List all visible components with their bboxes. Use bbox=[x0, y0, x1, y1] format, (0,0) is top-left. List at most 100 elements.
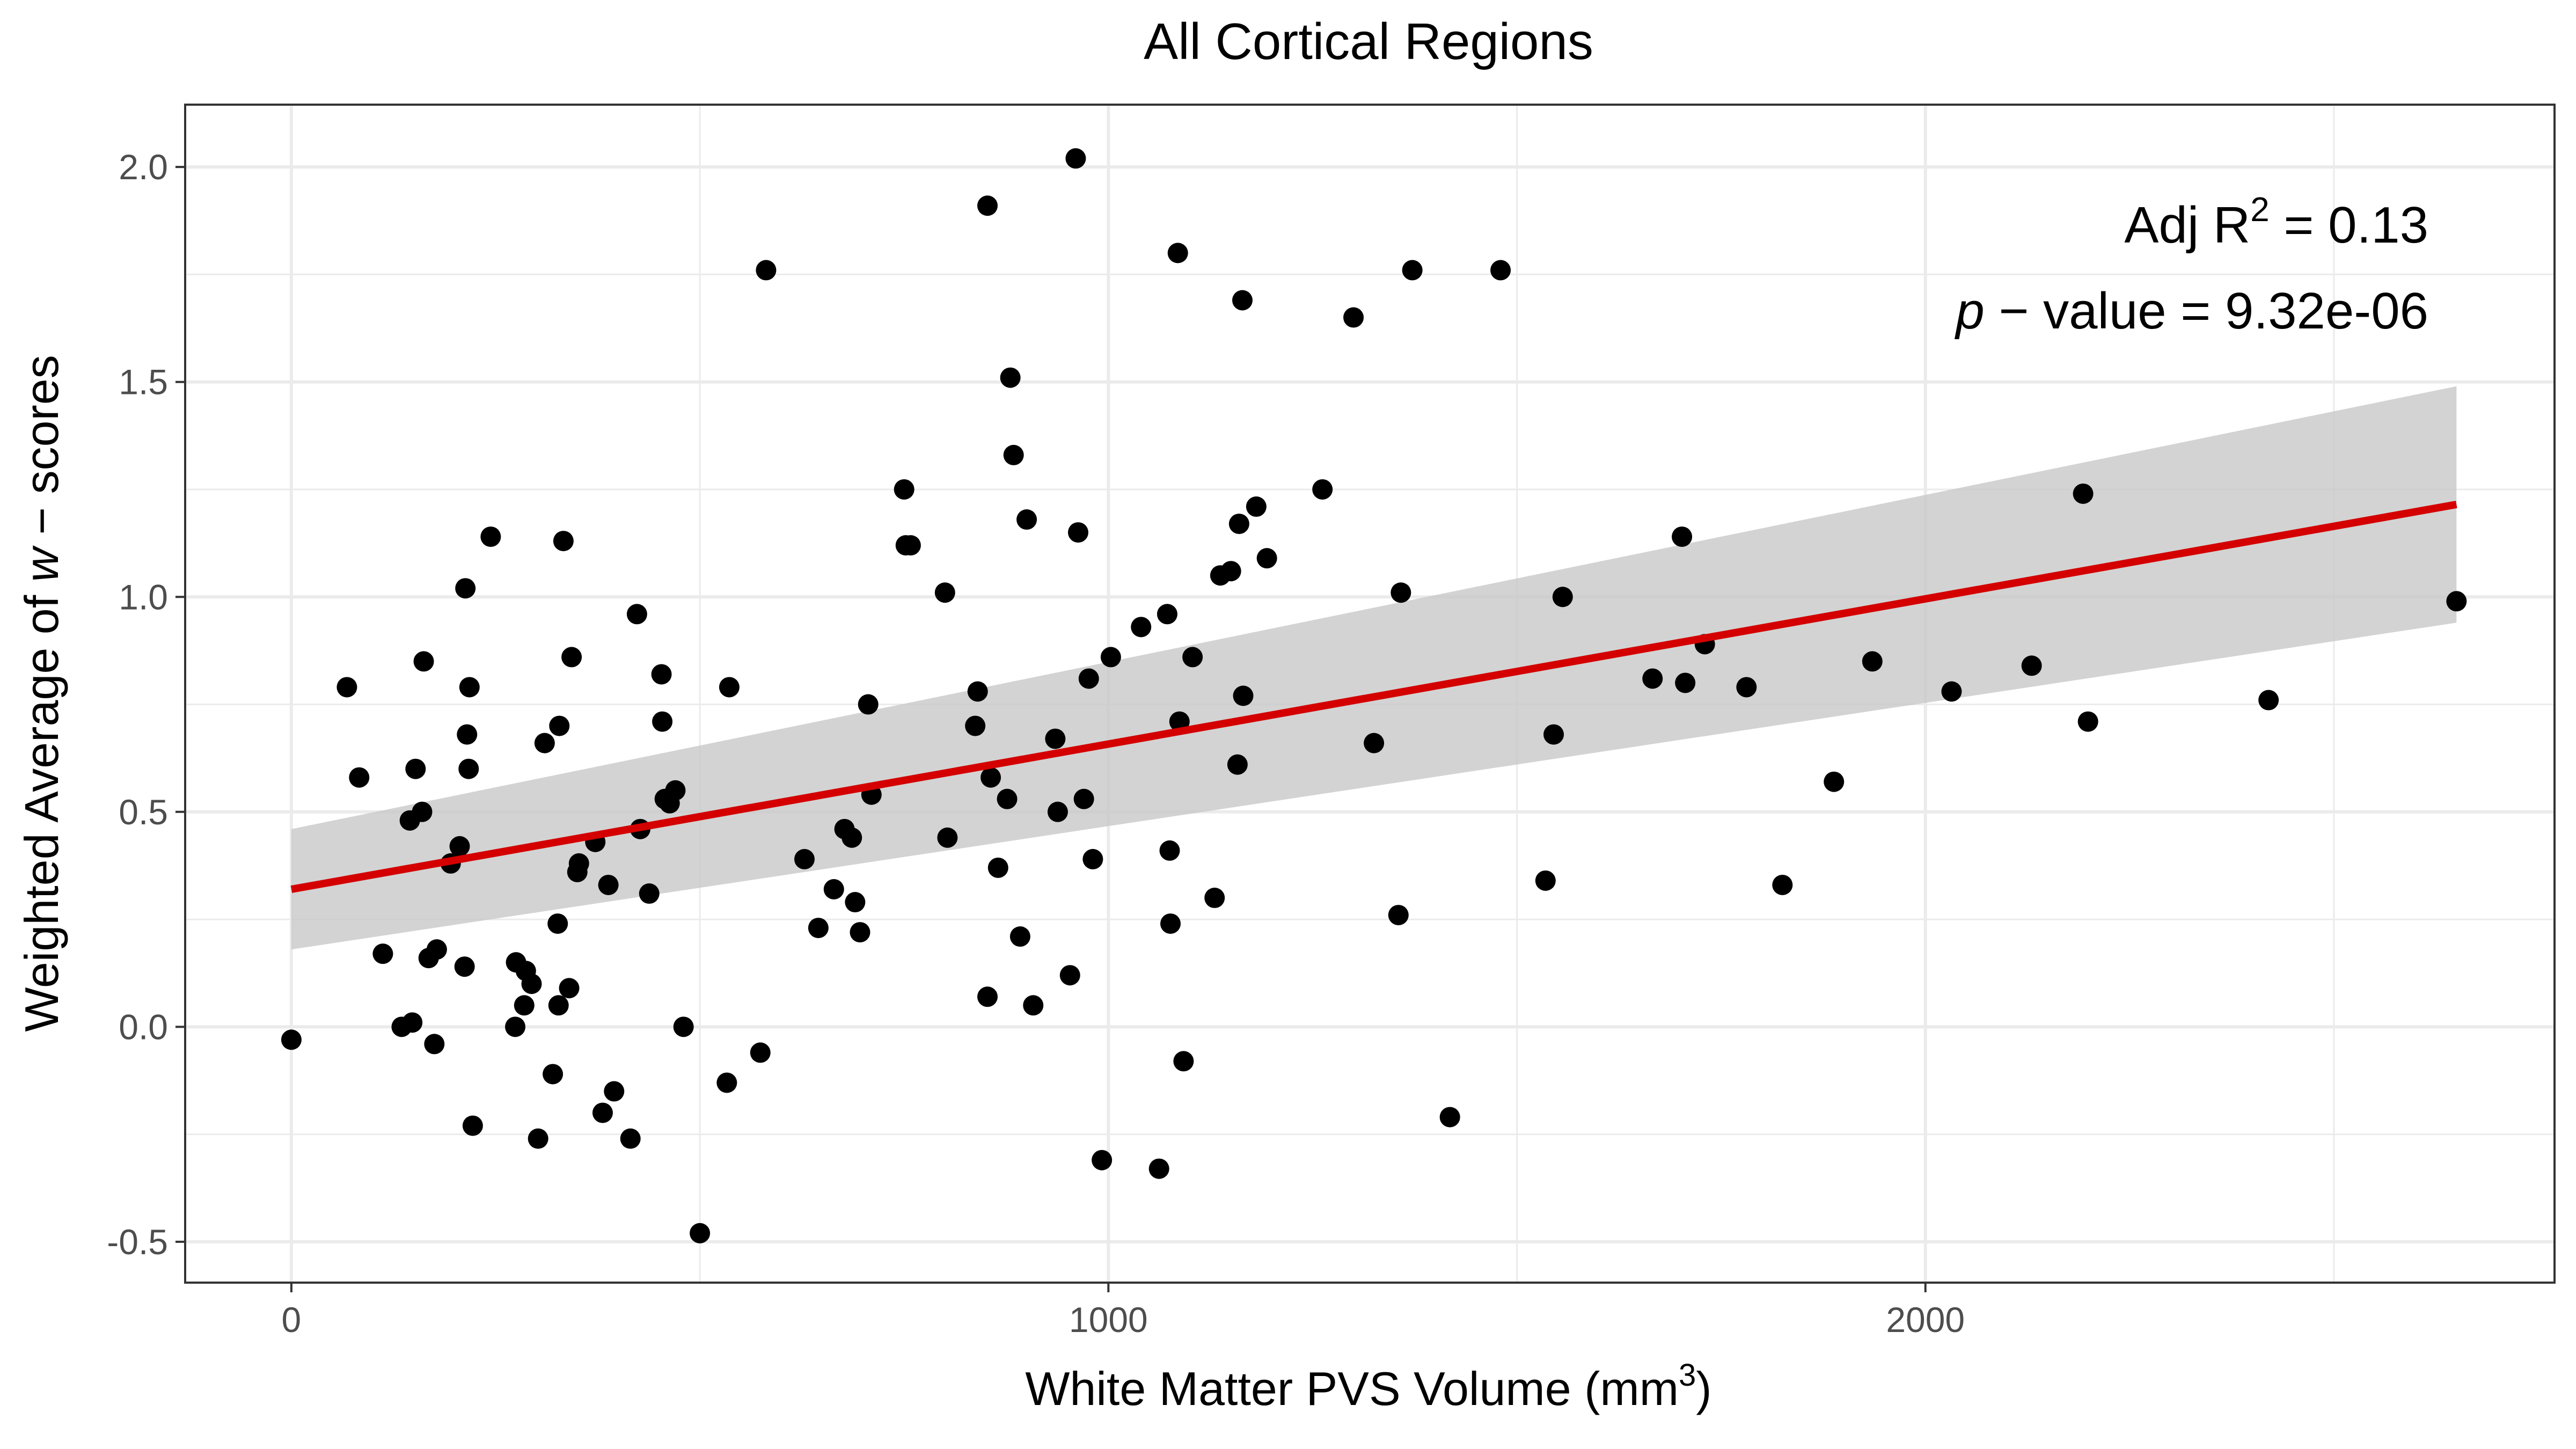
scatter-points bbox=[281, 148, 2467, 1243]
y-tick-label: 1.5 bbox=[119, 362, 168, 402]
scatter-point bbox=[1045, 728, 1066, 749]
y-tick-label: -0.5 bbox=[107, 1222, 168, 1262]
scatter-point bbox=[480, 526, 501, 547]
scatter-point bbox=[457, 724, 478, 745]
scatter-point bbox=[405, 758, 426, 779]
scatter-point bbox=[620, 1128, 641, 1149]
scatter-point bbox=[505, 1016, 526, 1037]
chart-title: All Cortical Regions bbox=[1144, 13, 1593, 70]
scatter-point bbox=[652, 711, 673, 732]
scatter-point bbox=[690, 1223, 711, 1243]
scatter-point bbox=[592, 1102, 613, 1123]
scatter-point bbox=[1073, 788, 1094, 809]
scatter-point bbox=[1232, 290, 1253, 311]
scatter-point bbox=[1000, 367, 1021, 388]
scatter-point bbox=[372, 943, 393, 964]
scatter-point bbox=[514, 995, 535, 1016]
scatter-point bbox=[1246, 496, 1267, 517]
y-axis-label: Weighted Average of w − scores bbox=[15, 355, 68, 1031]
scatter-point bbox=[841, 827, 862, 848]
scatter-point bbox=[1439, 1107, 1460, 1128]
scatter-point bbox=[561, 647, 582, 668]
scatter-point bbox=[1047, 801, 1068, 822]
scatter-point bbox=[1535, 870, 1556, 891]
scatter-point bbox=[719, 677, 740, 698]
scatter-point bbox=[568, 853, 589, 874]
scatter-point bbox=[424, 1034, 445, 1055]
scatter-point bbox=[548, 995, 569, 1016]
scatter-point bbox=[1672, 526, 1693, 547]
scatter-point bbox=[1388, 905, 1409, 926]
x-tick-label: 2000 bbox=[1886, 1300, 1965, 1340]
scatter-point bbox=[349, 767, 370, 788]
scatter-point bbox=[449, 836, 470, 857]
scatter-point bbox=[651, 664, 672, 685]
scatter-point bbox=[1167, 243, 1188, 264]
scatter-point bbox=[997, 788, 1018, 809]
scatter-point bbox=[1736, 677, 1757, 698]
plot-panel bbox=[184, 104, 2556, 1284]
scatter-point bbox=[1067, 522, 1088, 543]
scatter-point bbox=[1003, 444, 1024, 465]
annotation-adj-r2-post: = 0.13 bbox=[2270, 196, 2428, 254]
scatter-point bbox=[1490, 260, 1511, 281]
y-tick-label: 0.0 bbox=[119, 1007, 168, 1046]
scatter-point bbox=[1173, 1051, 1194, 1072]
scatter-point bbox=[1169, 711, 1190, 732]
scatter-point bbox=[1941, 681, 1962, 702]
scatter-point bbox=[1157, 604, 1177, 625]
scatter-point bbox=[850, 922, 870, 943]
scatter-point bbox=[626, 604, 647, 625]
scatter-point bbox=[894, 479, 914, 500]
x-axis: 0 1000 2000 bbox=[282, 1283, 1965, 1340]
y-axis: -0.5 0.0 0.5 1.0 1.5 2.0 bbox=[107, 147, 185, 1262]
annotation-p-italic: p bbox=[1954, 282, 1984, 340]
scatter-point bbox=[455, 578, 476, 599]
scatter-point bbox=[1312, 479, 1333, 500]
scatter-point bbox=[1552, 587, 1573, 608]
scatter-point bbox=[458, 758, 479, 779]
scatter-point bbox=[454, 956, 475, 977]
scatter-point bbox=[750, 1042, 771, 1063]
scatter-point bbox=[528, 1128, 548, 1149]
scatter-point bbox=[1092, 1150, 1113, 1170]
annotation-p-value: p − value = 9.32e-06 bbox=[1954, 282, 2428, 340]
regression-line bbox=[290, 501, 2457, 893]
scatter-point bbox=[980, 767, 1001, 788]
scatter-point bbox=[1228, 514, 1249, 535]
scatter-point bbox=[823, 879, 844, 899]
scatter-point bbox=[1182, 647, 1203, 668]
scatter-point bbox=[598, 874, 619, 895]
scatter-point bbox=[1148, 1158, 1169, 1179]
scatter-point bbox=[1016, 509, 1037, 530]
scatter-point bbox=[1059, 965, 1080, 986]
scatter-point bbox=[459, 677, 480, 698]
scatter-point bbox=[426, 939, 447, 960]
scatter-point bbox=[336, 677, 357, 698]
scatter-point bbox=[1343, 307, 1364, 328]
y-axis-label-post: − scores bbox=[15, 355, 68, 547]
scatter-point bbox=[665, 780, 686, 801]
scatter-point bbox=[534, 733, 555, 753]
scatter-point bbox=[1824, 771, 1845, 792]
confidence-band bbox=[291, 386, 2457, 950]
scatter-point bbox=[2073, 483, 2094, 504]
scatter-point bbox=[412, 801, 433, 822]
scatter-point bbox=[1131, 617, 1152, 638]
scatter-point bbox=[1159, 840, 1180, 861]
scatter-point bbox=[967, 681, 988, 702]
y-tick-label: 0.5 bbox=[119, 792, 168, 832]
scatter-point bbox=[977, 195, 998, 216]
scatter-point bbox=[900, 535, 921, 556]
scatter-point bbox=[1065, 148, 1086, 169]
scatter-point bbox=[547, 913, 568, 934]
panel-border bbox=[184, 104, 2556, 1284]
x-axis-label-close: ) bbox=[1696, 1362, 1711, 1415]
scatter-point bbox=[1100, 647, 1121, 668]
scatter-point bbox=[1160, 913, 1181, 934]
scatter-point bbox=[543, 1064, 564, 1085]
scatter-point bbox=[794, 848, 815, 869]
scatter-point bbox=[1023, 995, 1044, 1016]
scatter-point bbox=[639, 883, 660, 904]
scatter-point bbox=[281, 1029, 302, 1050]
